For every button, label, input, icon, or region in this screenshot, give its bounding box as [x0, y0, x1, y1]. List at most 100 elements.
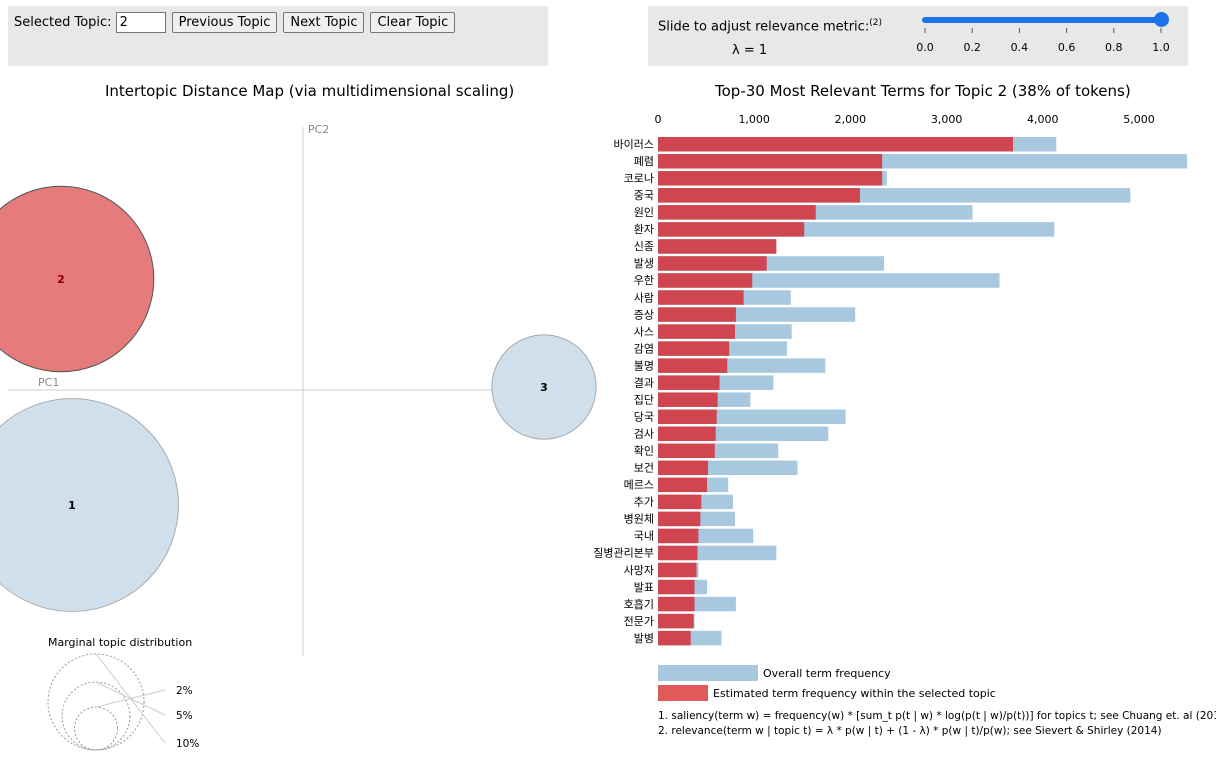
term-row[interactable]: 폐렴 — [634, 154, 1188, 169]
term-label[interactable]: 발병 — [634, 632, 654, 645]
term-label[interactable]: 당국 — [634, 410, 654, 423]
slider-tick-label: 0.8 — [1105, 41, 1123, 54]
topic-frequency-bar — [658, 324, 735, 339]
topic-frequency-bar — [658, 579, 695, 595]
x-tick-label: 2,000 — [835, 113, 867, 126]
footnote-saliency: 1. saliency(term w) = frequency(w) * [su… — [658, 710, 1216, 722]
marginal-leader — [95, 653, 166, 744]
term-row[interactable]: 확인 — [634, 443, 779, 459]
term-row[interactable]: 결과 — [634, 375, 774, 390]
topic-frequency-bar — [658, 358, 728, 373]
term-label[interactable]: 코로나 — [624, 172, 654, 185]
topic-frequency-bar — [658, 137, 1013, 152]
term-label[interactable]: 메르스 — [624, 479, 654, 492]
term-row[interactable]: 신종 — [634, 239, 777, 254]
term-row[interactable]: 집단 — [634, 392, 751, 407]
term-row[interactable]: 사스 — [634, 324, 792, 339]
selected-topic-input[interactable] — [115, 12, 166, 33]
topic-frequency-bar — [658, 596, 695, 612]
topic-frequency-bar — [658, 290, 744, 305]
term-row[interactable]: 추가 — [634, 494, 734, 510]
term-label[interactable]: 사망자 — [624, 564, 654, 577]
clear-topic-button[interactable]: Clear Topic — [370, 12, 456, 33]
topic-circle-1[interactable] — [0, 398, 179, 612]
topic-frequency-bar — [658, 613, 694, 629]
intertopic-map-title: Intertopic Distance Map (via multidimens… — [105, 82, 515, 100]
term-label[interactable]: 확인 — [634, 445, 654, 458]
term-row[interactable]: 전문가 — [624, 613, 695, 629]
term-row[interactable]: 병원체 — [624, 511, 735, 527]
term-row[interactable]: 불명 — [634, 358, 826, 373]
term-label[interactable]: 국내 — [634, 530, 654, 543]
topic-frequency-bar — [658, 171, 883, 186]
topic-frequency-bar — [658, 307, 736, 322]
term-row[interactable]: 증상 — [634, 307, 856, 322]
topic-frequency-bar — [658, 409, 717, 424]
lambda-slider-thumb[interactable] — [1154, 12, 1169, 27]
next-topic-button[interactable]: Next Topic — [283, 12, 365, 33]
x-tick-label: 3,000 — [931, 113, 963, 126]
topic-frequency-bar — [658, 562, 697, 578]
term-row[interactable]: 당국 — [634, 409, 846, 424]
term-row[interactable]: 코로나 — [624, 171, 887, 186]
term-label[interactable]: 불명 — [634, 359, 654, 372]
term-row[interactable]: 발병 — [634, 630, 722, 646]
term-label[interactable]: 발표 — [634, 581, 654, 594]
topic-frequency-bar — [658, 511, 701, 527]
term-row[interactable]: 사망자 — [624, 562, 699, 578]
term-row[interactable]: 국내 — [634, 528, 754, 544]
term-label[interactable]: 발생 — [634, 257, 654, 270]
topic-circle-3[interactable] — [491, 334, 597, 440]
term-label[interactable]: 검사 — [634, 428, 654, 441]
term-label[interactable]: 보건 — [634, 462, 654, 475]
topic-frequency-bar — [658, 392, 718, 407]
term-row[interactable]: 우한 — [634, 273, 1000, 288]
marginal-circle — [61, 681, 131, 751]
relevant-terms-bar-chart: 0 1,000 2,000 3,000 4,000 5,000 바이러스폐렴코로나중국원인… — [593, 113, 1216, 737]
term-label[interactable]: 결과 — [634, 376, 654, 389]
term-label[interactable]: 증상 — [634, 308, 654, 321]
term-label[interactable]: 중국 — [634, 189, 654, 202]
slider-tick-label: 0.2 — [963, 41, 981, 54]
term-label[interactable]: 사람 — [634, 291, 654, 304]
term-label[interactable]: 환자 — [634, 223, 654, 236]
term-row[interactable]: 중국 — [634, 188, 1131, 203]
marginal-circle — [74, 706, 118, 751]
topic-circle-2[interactable] — [0, 185, 155, 373]
term-label[interactable]: 병원체 — [624, 513, 654, 526]
previous-topic-button[interactable]: Previous Topic — [171, 12, 278, 33]
term-row[interactable]: 환자 — [634, 222, 1055, 237]
term-label[interactable]: 전문가 — [624, 615, 654, 628]
term-label[interactable]: 바이러스 — [614, 138, 654, 151]
lambda-footnote-ref: (2) — [869, 18, 882, 28]
term-row[interactable]: 사람 — [634, 290, 791, 305]
marginal-label: 2% — [176, 685, 193, 697]
term-label[interactable]: 폐렴 — [634, 155, 654, 168]
term-label[interactable]: 신종 — [634, 240, 654, 253]
term-row[interactable]: 바이러스 — [614, 137, 1057, 152]
term-label[interactable]: 사스 — [634, 325, 654, 338]
topic-control-panel: Selected Topic: Previous Topic Next Topi… — [8, 6, 548, 66]
term-row[interactable]: 호흡기 — [624, 596, 736, 612]
lambda-slider-track[interactable] — [922, 17, 1162, 23]
term-label[interactable]: 질병관리본부 — [593, 547, 654, 560]
term-label[interactable]: 호흡기 — [624, 597, 654, 611]
lambda-slider-axis: 0.0 0.2 0.4 0.6 0.8 1.0 — [916, 28, 1170, 54]
term-row[interactable]: 검사 — [634, 426, 829, 442]
term-row[interactable]: 발생 — [634, 256, 885, 271]
term-label[interactable]: 감염 — [634, 342, 654, 355]
term-label[interactable]: 우한 — [634, 274, 654, 287]
term-label[interactable]: 원인 — [634, 206, 654, 219]
term-label[interactable]: 집단 — [634, 393, 654, 406]
term-label[interactable]: 추가 — [634, 496, 654, 509]
term-row[interactable]: 질병관리본부 — [593, 545, 777, 561]
term-row[interactable]: 발표 — [634, 579, 708, 595]
footnote-relevance: 2. relevance(term w | topic t) = λ * p(w… — [658, 725, 1162, 737]
term-row[interactable]: 메르스 — [624, 477, 729, 493]
term-row[interactable]: 보건 — [634, 460, 798, 476]
term-row[interactable]: 감염 — [634, 341, 787, 356]
topic-frequency-bar — [658, 545, 698, 561]
term-row[interactable]: 원인 — [634, 205, 973, 220]
topic-frequency-bar — [658, 477, 708, 493]
legend-topic-label: Estimated term frequency within the sele… — [713, 687, 996, 700]
